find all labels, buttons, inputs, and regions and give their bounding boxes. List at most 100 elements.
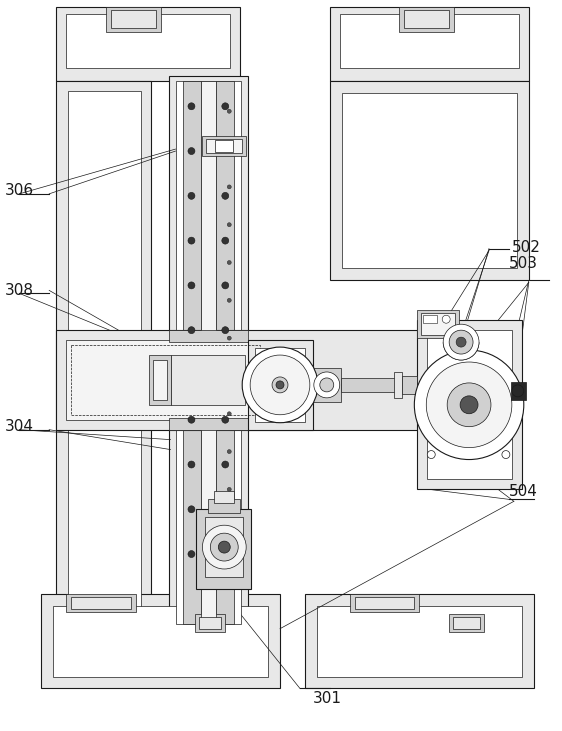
Circle shape: [188, 371, 195, 379]
Circle shape: [227, 488, 231, 491]
Bar: [255, 348, 305, 422]
Circle shape: [222, 237, 229, 244]
Bar: [215, 140, 233, 152]
Bar: [175, 81, 241, 624]
Circle shape: [188, 416, 195, 423]
Circle shape: [227, 336, 231, 340]
Bar: [201, 81, 216, 624]
Bar: [106, 7, 161, 31]
Bar: [395, 372, 402, 398]
Bar: [68, 91, 140, 618]
Bar: [214, 491, 234, 504]
Bar: [71, 596, 131, 609]
Bar: [317, 606, 522, 678]
Bar: [453, 617, 480, 629]
Bar: [169, 77, 248, 629]
Bar: [342, 94, 517, 268]
Bar: [355, 596, 414, 609]
Circle shape: [227, 298, 231, 303]
Circle shape: [443, 325, 479, 360]
Circle shape: [218, 541, 230, 553]
Circle shape: [320, 378, 334, 392]
Circle shape: [222, 550, 229, 558]
Circle shape: [414, 350, 524, 460]
Circle shape: [242, 347, 318, 423]
Circle shape: [427, 362, 512, 447]
Text: 308: 308: [4, 283, 33, 298]
Circle shape: [222, 327, 229, 333]
Text: 504: 504: [509, 484, 538, 499]
Circle shape: [222, 148, 229, 154]
Bar: [153, 360, 166, 400]
Circle shape: [447, 383, 491, 427]
Circle shape: [442, 315, 450, 323]
Bar: [313, 368, 341, 402]
Circle shape: [512, 385, 524, 397]
Circle shape: [188, 506, 195, 512]
Bar: [206, 139, 242, 153]
Bar: [402, 376, 418, 394]
Bar: [418, 320, 522, 489]
Circle shape: [222, 506, 229, 512]
Circle shape: [276, 381, 284, 389]
Bar: [66, 14, 230, 69]
Bar: [418, 310, 459, 338]
Bar: [205, 518, 243, 577]
Bar: [170, 355, 245, 405]
Circle shape: [250, 355, 310, 414]
Circle shape: [222, 416, 229, 423]
Bar: [209, 499, 240, 513]
Circle shape: [222, 371, 229, 379]
Circle shape: [222, 103, 229, 110]
Text: 306: 306: [4, 183, 34, 198]
Circle shape: [227, 374, 231, 378]
Circle shape: [202, 525, 246, 569]
Bar: [197, 510, 251, 589]
Circle shape: [456, 337, 466, 347]
Circle shape: [227, 185, 231, 189]
Bar: [405, 10, 449, 28]
Circle shape: [222, 461, 229, 468]
Bar: [305, 594, 534, 689]
Circle shape: [210, 533, 238, 561]
Circle shape: [188, 461, 195, 468]
Circle shape: [227, 450, 231, 453]
Circle shape: [188, 103, 195, 110]
Bar: [149, 355, 170, 405]
Circle shape: [222, 282, 229, 289]
Bar: [423, 315, 437, 323]
Bar: [350, 594, 419, 612]
Bar: [169, 330, 248, 342]
Bar: [330, 81, 529, 281]
Bar: [427, 330, 512, 480]
Circle shape: [227, 223, 231, 227]
Bar: [56, 330, 514, 430]
Text: 503: 503: [509, 256, 538, 271]
Circle shape: [227, 260, 231, 265]
Circle shape: [188, 327, 195, 333]
Bar: [66, 594, 135, 612]
Bar: [111, 10, 156, 28]
Bar: [339, 14, 519, 69]
Circle shape: [460, 396, 478, 414]
Bar: [449, 614, 484, 632]
Text: 304: 304: [4, 419, 33, 434]
Bar: [202, 136, 246, 156]
Bar: [56, 7, 240, 81]
Bar: [400, 7, 454, 31]
Bar: [41, 594, 280, 689]
Circle shape: [227, 563, 231, 567]
Text: 502: 502: [512, 240, 541, 255]
Bar: [56, 81, 151, 629]
Bar: [66, 340, 265, 420]
Circle shape: [227, 412, 231, 416]
Text: 301: 301: [313, 691, 342, 706]
Circle shape: [227, 147, 231, 151]
Circle shape: [188, 148, 195, 154]
Circle shape: [188, 282, 195, 289]
Circle shape: [502, 450, 510, 458]
Circle shape: [427, 450, 435, 458]
Bar: [169, 417, 248, 430]
Circle shape: [222, 192, 229, 200]
Circle shape: [188, 192, 195, 200]
